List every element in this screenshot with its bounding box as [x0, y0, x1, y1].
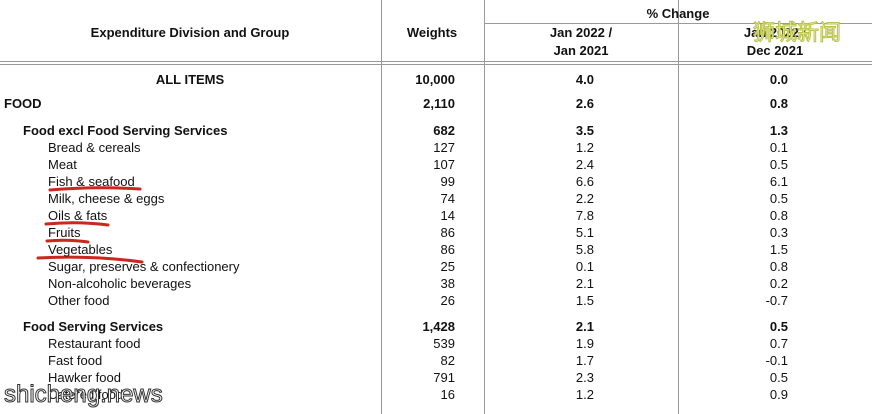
header-division: Expenditure Division and Group	[90, 25, 290, 40]
row-label: Food Serving Services	[23, 319, 164, 334]
row-label: Non-alcoholic beverages	[48, 276, 192, 291]
watermark: 狮城新闻	[752, 20, 842, 45]
weight: 539	[433, 336, 455, 351]
change-mom: 0.5	[769, 319, 788, 334]
header-period: Jan 2022 /	[743, 25, 807, 40]
change-yoy: 1.9	[575, 336, 594, 351]
change-mom: 0.8	[769, 96, 788, 111]
weight: 86	[440, 242, 455, 257]
change-mom: 0.1	[769, 140, 788, 155]
change-mom: 0.0	[769, 72, 788, 87]
weight: 26	[440, 293, 455, 308]
header-border	[0, 64, 872, 65]
weight: 791	[433, 370, 455, 385]
row-label: Vegetables	[48, 242, 113, 257]
change-yoy: 2.6	[575, 96, 594, 111]
weight: 107	[433, 157, 455, 172]
change-yoy: 2.1	[575, 276, 594, 291]
change-mom: 1.5	[769, 242, 788, 257]
change-yoy: 1.5	[575, 293, 594, 308]
change-mom: 0.5	[769, 191, 788, 206]
weight: 14	[440, 208, 455, 223]
row-label: Food excl Food Serving Services	[23, 123, 228, 138]
change-yoy: 2.2	[575, 191, 594, 206]
weight: 127	[433, 140, 455, 155]
weight: 86	[440, 225, 455, 240]
weight: 2,110	[423, 96, 455, 111]
change-yoy: 3.5	[575, 123, 594, 138]
weight: 16	[440, 387, 455, 402]
row-label: Fast food	[48, 353, 103, 368]
row-label: Milk, cheese & eggs	[48, 191, 165, 206]
column-border	[678, 0, 679, 414]
row-label: FOOD	[4, 96, 42, 111]
weight: 1,428	[422, 319, 455, 334]
weight: 10,000	[415, 72, 455, 87]
weight: 682	[433, 123, 455, 138]
header-period: Jan 2021	[553, 43, 609, 58]
row-label: ALL ITEMS	[155, 72, 225, 87]
weight: 38	[440, 276, 455, 291]
change-mom: 1.3	[769, 123, 788, 138]
header-change: % Change	[646, 6, 710, 21]
change-yoy: 5.1	[575, 225, 594, 240]
change-yoy: 7.8	[575, 208, 594, 223]
change-mom: 6.1	[769, 174, 788, 189]
change-yoy: 1.2	[575, 140, 594, 155]
row-label: Restaurant food	[48, 336, 141, 351]
header-weights: Weights	[406, 25, 458, 40]
watermark: shicheng.news	[4, 381, 164, 408]
change-yoy: 0.1	[575, 259, 594, 274]
row-label: Sugar, preserves & confectionery	[48, 259, 240, 274]
column-border	[381, 0, 382, 414]
row-label: Meat	[48, 157, 77, 172]
weight: 99	[440, 174, 455, 189]
change-yoy: 6.6	[575, 174, 594, 189]
row-label: Hawker food	[48, 370, 121, 385]
change-yoy: 2.4	[575, 157, 594, 172]
change-yoy: 5.8	[575, 242, 594, 257]
change-mom: 0.5	[769, 370, 788, 385]
change-mom: -0.1	[765, 353, 788, 368]
weight: 82	[440, 353, 455, 368]
change-mom: 0.5	[769, 157, 788, 172]
row-label: Catered food	[48, 387, 124, 402]
row-label: Fruits	[48, 225, 81, 240]
weight: 25	[440, 259, 455, 274]
row-label: Other food	[48, 293, 110, 308]
header-period: Dec 2021	[746, 43, 804, 58]
row-label: Bread & cereals	[48, 140, 141, 155]
column-border	[484, 0, 485, 414]
row-label: Fish & seafood	[48, 174, 135, 189]
change-yoy: 2.3	[575, 370, 594, 385]
change-mom: 0.7	[769, 336, 788, 351]
change-mom: -0.7	[765, 293, 788, 308]
change-yoy: 2.1	[575, 319, 594, 334]
change-mom: 0.2	[769, 276, 788, 291]
change-mom: 0.8	[769, 259, 788, 274]
header-border	[484, 23, 872, 24]
weight: 74	[440, 191, 455, 206]
header-period: Jan 2022 /	[549, 25, 613, 40]
change-yoy: 1.2	[575, 387, 594, 402]
change-mom: 0.8	[769, 208, 788, 223]
change-mom: 0.9	[769, 387, 788, 402]
header-border	[0, 61, 872, 62]
change-yoy: 4.0	[575, 72, 594, 87]
change-yoy: 1.7	[575, 353, 594, 368]
row-label: Oils & fats	[48, 208, 108, 223]
change-mom: 0.3	[769, 225, 788, 240]
